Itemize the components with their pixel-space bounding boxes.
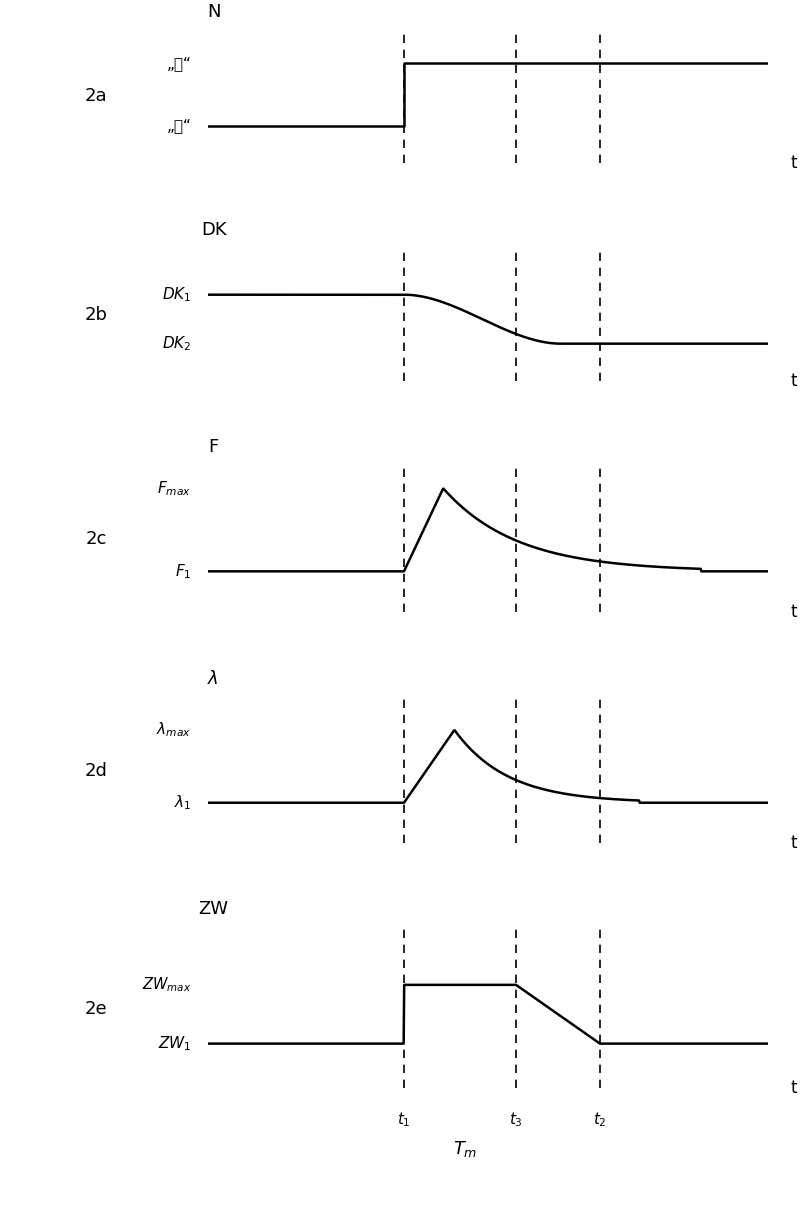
Text: $DK_2$: $DK_2$ (162, 335, 191, 353)
Text: $T_m$: $T_m$ (454, 1139, 478, 1159)
Text: $ZW_{max}$: $ZW_{max}$ (142, 976, 191, 994)
Text: 2a: 2a (85, 87, 107, 105)
Text: N: N (207, 2, 220, 21)
Text: $t_3$: $t_3$ (509, 1110, 523, 1129)
Text: t: t (790, 154, 797, 172)
Text: „小“: „小“ (166, 118, 191, 133)
Text: 2d: 2d (85, 762, 107, 780)
Text: 2e: 2e (85, 1000, 107, 1018)
Text: F: F (209, 439, 218, 456)
Text: ZW: ZW (198, 901, 229, 918)
Text: 2c: 2c (86, 531, 106, 549)
Text: 2b: 2b (85, 306, 107, 324)
Text: „大“: „大“ (166, 56, 191, 71)
Text: λ: λ (208, 670, 219, 688)
Text: t: t (790, 603, 797, 621)
Text: $F_{max}$: $F_{max}$ (157, 479, 191, 498)
Text: $ZW_1$: $ZW_1$ (158, 1034, 191, 1053)
Text: $DK_1$: $DK_1$ (162, 285, 191, 303)
Text: $F_1$: $F_1$ (174, 562, 191, 580)
Text: $\lambda_{max}$: $\lambda_{max}$ (156, 721, 191, 739)
Text: $t_1$: $t_1$ (397, 1110, 411, 1129)
Text: $\lambda_1$: $\lambda_1$ (174, 793, 191, 812)
Text: t: t (790, 1080, 797, 1097)
Text: t: t (790, 834, 797, 852)
Text: $t_2$: $t_2$ (593, 1110, 607, 1129)
Text: t: t (790, 371, 797, 389)
Text: DK: DK (201, 221, 226, 239)
